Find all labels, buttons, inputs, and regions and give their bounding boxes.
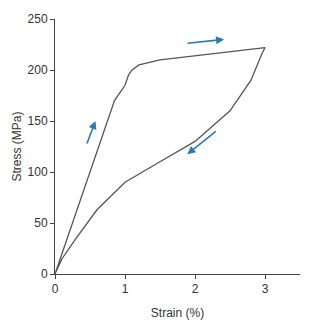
svg-text:100: 100 (28, 165, 48, 179)
svg-text:1: 1 (122, 282, 129, 296)
svg-text:200: 200 (28, 63, 48, 77)
svg-text:0: 0 (41, 267, 48, 281)
svg-text:2: 2 (192, 282, 199, 296)
svg-text:Stress (MPa): Stress (MPa) (10, 111, 24, 181)
svg-text:50: 50 (34, 216, 48, 230)
svg-text:3: 3 (262, 282, 269, 296)
svg-text:150: 150 (28, 114, 48, 128)
svg-text:Strain (%): Strain (%) (151, 306, 204, 320)
svg-text:250: 250 (28, 12, 48, 26)
svg-text:0: 0 (52, 282, 59, 296)
